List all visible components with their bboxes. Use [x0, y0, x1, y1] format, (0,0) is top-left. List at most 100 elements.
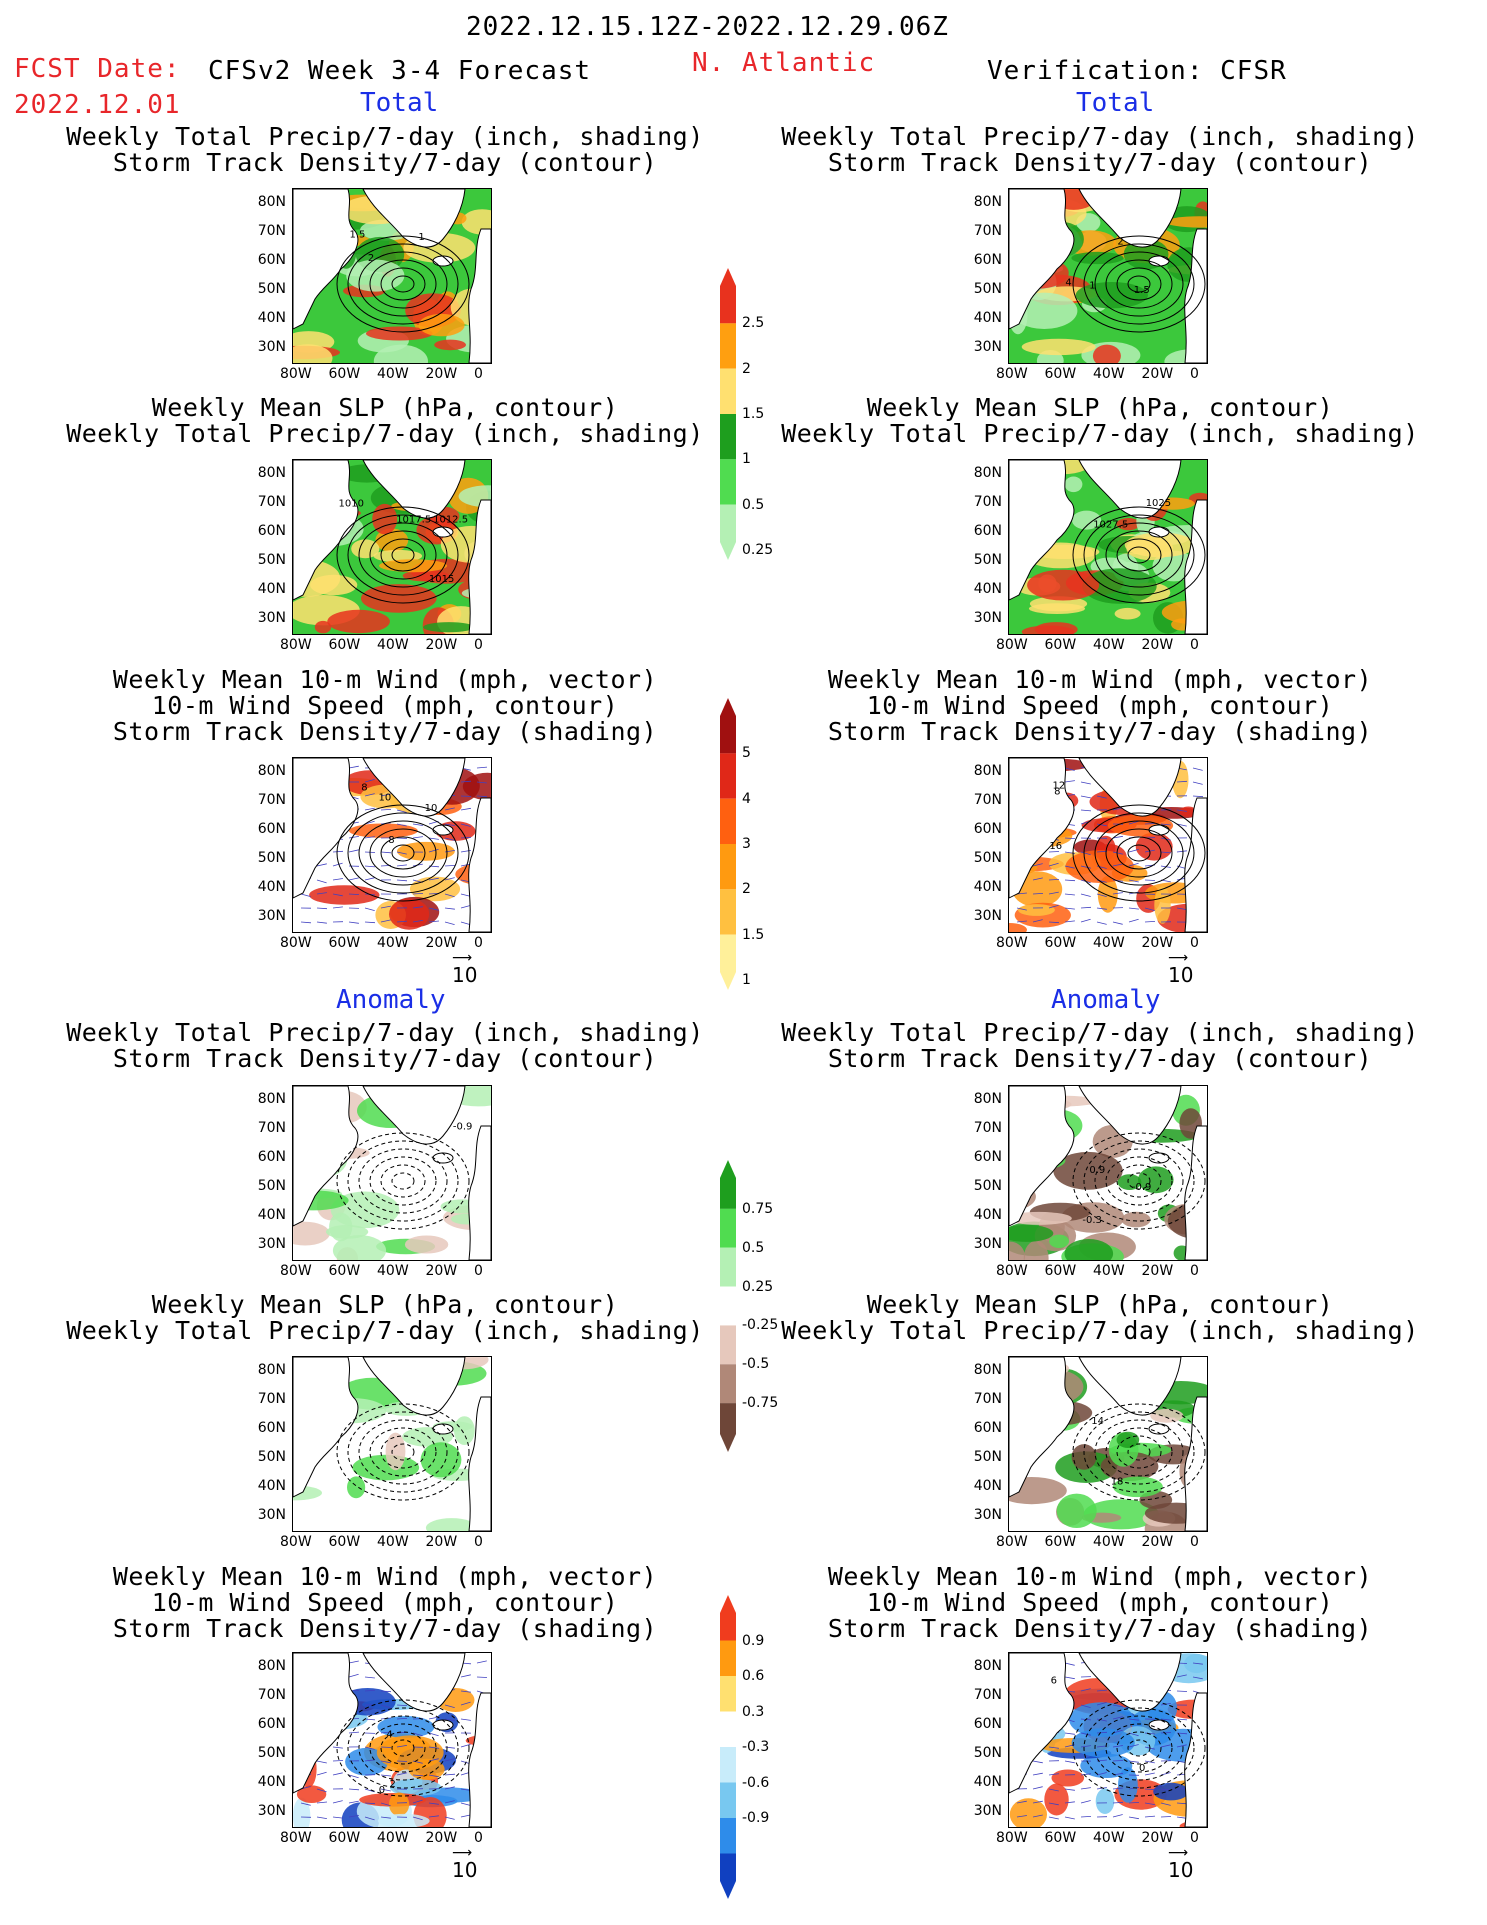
shading-cell	[1138, 1166, 1174, 1194]
contour-label: 14	[1091, 1416, 1104, 1427]
wind-vector	[332, 1800, 343, 1804]
wind-vector	[1176, 823, 1187, 827]
wind-vector	[428, 1732, 439, 1737]
wind-vector	[1048, 891, 1059, 895]
wind-vector	[444, 1758, 455, 1762]
wind-vector	[444, 823, 455, 826]
wind-vector	[412, 1816, 423, 1821]
wind-vector	[412, 1732, 423, 1737]
lat-label: 80N	[257, 1362, 286, 1378]
lon-label: 60W	[328, 1263, 361, 1279]
wind-vector	[1144, 1815, 1156, 1818]
wind-vector	[300, 893, 311, 897]
north-america-coastline	[293, 758, 359, 899]
shading-cell	[1064, 476, 1083, 493]
greenland-coastline	[1078, 758, 1182, 817]
contour-line	[1094, 251, 1184, 317]
wind-vector	[332, 893, 343, 897]
vector-reference-label: 10	[1168, 1858, 1194, 1882]
lat-label: 30N	[257, 610, 286, 626]
contour-line	[1105, 828, 1173, 878]
lon-label: 20W	[1141, 935, 1174, 951]
vector-reference: ⟶ 10	[452, 1846, 477, 1882]
greenland-coastline	[1078, 1357, 1182, 1416]
wind-vector	[1176, 907, 1187, 910]
map-panel: 2 1.5 1 4	[1008, 188, 1208, 364]
lon-label: 40W	[1093, 366, 1125, 382]
contour-label: 12	[1053, 781, 1066, 792]
wind-vector	[1064, 1732, 1075, 1735]
contour-line	[1116, 1164, 1162, 1198]
map-panel: -0.3 -0.9 0.9	[1008, 1085, 1208, 1261]
colorbar-precip_anom	[718, 1160, 738, 1456]
contour-line	[347, 1140, 459, 1222]
vector-reference-arrow-icon: ⟶	[1168, 1845, 1189, 1861]
wind-vector	[1160, 1744, 1171, 1748]
wind-vector	[364, 865, 376, 868]
wind-vector	[1096, 1772, 1107, 1776]
contour-line	[1094, 1419, 1184, 1485]
colorbar-segment	[720, 1208, 736, 1248]
contour-line	[1094, 820, 1184, 886]
contour-label: 1010	[339, 499, 364, 510]
contour-line	[1105, 259, 1173, 309]
contour-line	[1083, 243, 1195, 325]
greenland-coastline	[362, 460, 466, 519]
shading-cell	[377, 1813, 430, 1827]
wind-vector	[1080, 1745, 1091, 1748]
contour-line	[358, 522, 448, 588]
contour-label: 8	[1054, 787, 1060, 798]
wind-vector	[332, 1816, 343, 1819]
wind-vector	[444, 877, 455, 881]
lon-label: 80W	[280, 637, 312, 653]
lon-label: 20W	[425, 1830, 458, 1846]
wind-vector	[460, 780, 472, 783]
shading-cell	[293, 1797, 311, 1827]
wind-vector	[1032, 863, 1043, 867]
colorbar-segment	[720, 504, 736, 560]
colorbar-label: 2	[742, 881, 751, 898]
wind-vector	[348, 1731, 360, 1734]
panel-title: Weekly Total Precip/7-day (inch, shading…	[760, 124, 1440, 176]
wind-vector	[1192, 795, 1204, 798]
contour-label: 10	[425, 803, 438, 814]
wind-vector	[1144, 1788, 1156, 1790]
wind-vector	[1080, 851, 1091, 856]
wind-vector	[460, 1802, 471, 1806]
shading-cell	[329, 1212, 353, 1242]
wind-vector	[380, 1760, 391, 1764]
map-panel: 2 1.5 1	[292, 188, 492, 364]
contour-line	[369, 1156, 437, 1206]
contour-label: 6	[1051, 1675, 1057, 1686]
wind-vector	[348, 893, 360, 895]
wind-vector	[1064, 1788, 1075, 1791]
wind-vector	[1112, 1814, 1123, 1818]
colorbar-segment	[720, 368, 736, 414]
colorbar-label: -0.6	[742, 1774, 770, 1791]
shading-cell	[408, 1758, 445, 1780]
contour-line	[1116, 538, 1162, 572]
europe-africa-coastline	[1184, 499, 1207, 634]
shading-cell	[418, 313, 465, 337]
section-anomaly-left: Anomaly	[336, 985, 446, 1015]
europe-africa-coastline	[468, 228, 491, 363]
lat-label: 40N	[973, 581, 1002, 597]
contour-label: 1	[1089, 281, 1095, 292]
date-range: 2022.12.15.12Z-2022.12.29.06Z	[466, 12, 949, 42]
region-title: N. Atlantic	[692, 48, 876, 78]
lat-label: 60N	[257, 1716, 286, 1732]
lat-label: 70N	[973, 1391, 1002, 1407]
contour-label: 18	[1111, 1476, 1124, 1487]
wind-vector	[1176, 1744, 1187, 1748]
contour-line	[1105, 1427, 1173, 1477]
contour-label: 8	[388, 835, 394, 846]
colorbar-label: 0.9	[742, 1632, 765, 1649]
wind-vector	[348, 921, 359, 924]
lat-label: 60N	[257, 1420, 286, 1436]
lat-label: 70N	[257, 1120, 286, 1136]
lat-label: 30N	[973, 1236, 1002, 1252]
wind-vector	[1112, 835, 1123, 839]
contour-line	[380, 836, 426, 870]
panel-title-line: Weekly Mean 10-m Wind (mph, vector)	[112, 665, 658, 694]
lat-label: 80N	[973, 465, 1002, 481]
